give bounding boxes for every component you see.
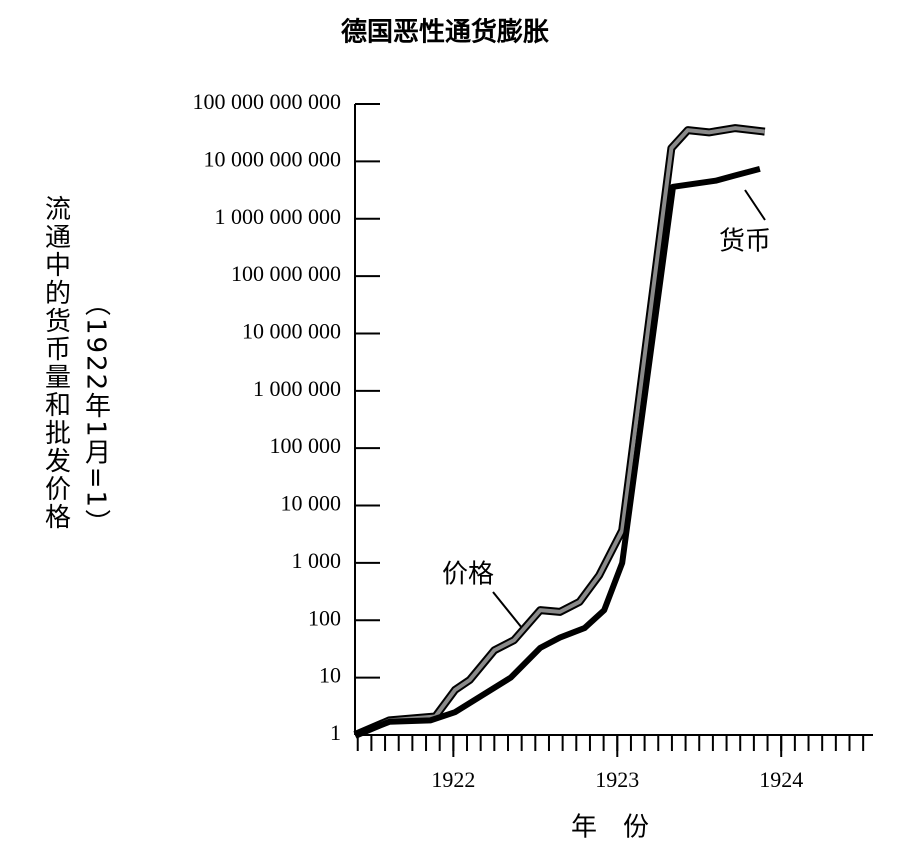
line-outline: [353, 124, 766, 739]
y-tick-label: 10 000 000 000: [204, 146, 342, 171]
y-tick-label: 1 000 000: [253, 376, 341, 401]
chart-title: 德国恶性通货膨胀: [341, 17, 549, 48]
label-pointer: [744, 189, 766, 221]
y-tick-label: 1 000 000 000: [215, 204, 342, 229]
y-tick-label: 1 000: [292, 548, 342, 573]
y-tick-label: 100: [308, 605, 341, 630]
x-axis-label: 年 份: [571, 813, 649, 843]
y-axis-label: 流通中的货币量和批发价格: [41, 195, 71, 531]
y-tick-label: 1: [330, 720, 341, 745]
line: [354, 126, 766, 737]
y-tick-label: 100 000 000 000: [193, 89, 342, 114]
x-tick-label: 1923: [595, 767, 639, 792]
y-axis-note: （1922年1月=1）: [81, 290, 111, 537]
label-pointer: [492, 591, 523, 629]
y-tick-label: 10 000 000: [242, 319, 341, 344]
x-tick-label: 1922: [431, 767, 475, 792]
y-tick-label: 10: [319, 663, 341, 688]
line: [353, 165, 761, 738]
y-tick-label: 10 000: [281, 491, 342, 516]
x-tick-label: 1924: [759, 767, 803, 792]
y-tick-label: 100 000 000: [231, 261, 341, 286]
series-label: 价格: [442, 560, 494, 590]
series-label: 货币: [719, 227, 771, 257]
y-tick-label: 100 000: [270, 433, 342, 458]
